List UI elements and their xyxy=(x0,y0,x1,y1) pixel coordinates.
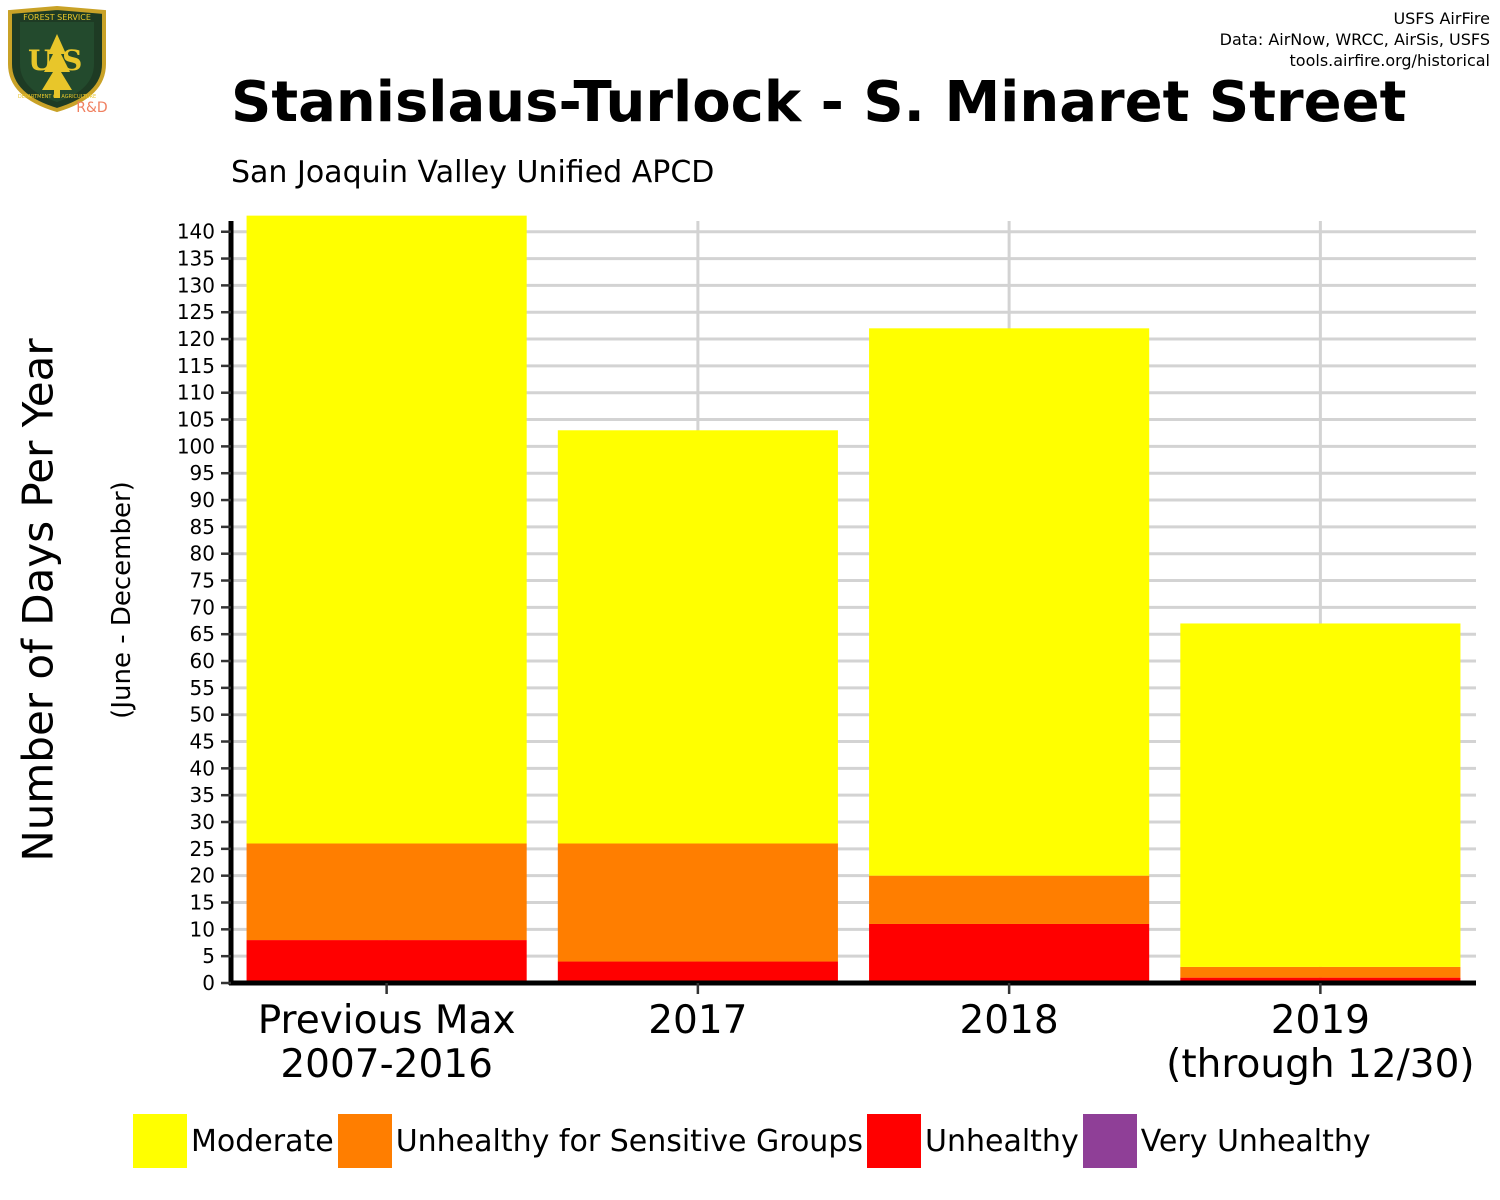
y-tick-label: 55 xyxy=(190,676,215,700)
y-tick-label: 95 xyxy=(190,461,215,485)
legend-label: Unhealthy xyxy=(925,1123,1079,1159)
bar-segment xyxy=(1180,977,1461,983)
y-tick-label: 35 xyxy=(190,783,215,807)
credit-line-2: Data: AirNow, WRCC, AirSis, USFS xyxy=(1219,30,1490,49)
bar-segment xyxy=(1180,623,1461,967)
y-tick-label: 110 xyxy=(177,381,215,405)
legend-swatch xyxy=(337,1114,392,1168)
y-tick-label: 0 xyxy=(202,971,215,995)
x-tick-label: 2017 xyxy=(648,998,747,1043)
bar-segment xyxy=(557,430,838,844)
legend-label: Unhealthy for Sensitive Groups xyxy=(395,1123,863,1159)
bar-segment xyxy=(869,875,1150,924)
legend-item: Unhealthy xyxy=(867,1114,1083,1168)
y-tick-label: 40 xyxy=(190,756,215,780)
legend-swatch xyxy=(867,1114,921,1168)
y-tick-label: 65 xyxy=(190,622,215,646)
bar-segment xyxy=(557,843,838,962)
y-tick-label: 90 xyxy=(190,488,215,512)
y-tick-label: 20 xyxy=(190,864,215,888)
legend-label: Moderate xyxy=(191,1123,334,1159)
y-tick-label: 75 xyxy=(190,569,215,593)
legend-swatch xyxy=(1082,1114,1137,1168)
logo-top-text: FOREST SERVICE xyxy=(23,13,91,22)
legend-item: Unhealthy for Sensitive Groups xyxy=(337,1114,867,1168)
bar-segment xyxy=(246,215,527,844)
x-tick-label: 2007-2016 xyxy=(280,1042,493,1087)
legend-item: Very Unhealthy xyxy=(1082,1114,1375,1168)
x-tick-label: (through 12/30) xyxy=(1166,1042,1474,1087)
usfs-logo: U S FOREST SERVICE DEPARTMENT OF AGRICUL… xyxy=(6,5,108,118)
legend-label: Very Unhealthy xyxy=(1140,1123,1371,1159)
chart-plot: 0510152025303540455055606570758085909510… xyxy=(177,215,1476,1087)
bar-segment xyxy=(246,940,527,983)
y-tick-label: 125 xyxy=(177,300,215,324)
bar-segment xyxy=(246,843,527,941)
x-tick-label: Previous Max xyxy=(258,998,516,1043)
y-tick-label: 50 xyxy=(190,703,215,727)
y-tick-label: 70 xyxy=(190,595,215,619)
y-tick-label: 10 xyxy=(190,917,215,941)
y-tick-label: 100 xyxy=(177,434,215,458)
y-tick-label: 85 xyxy=(190,515,215,539)
logo-letters: U S xyxy=(28,44,82,77)
chart-title: Stanislaus-Turlock - S. Minaret Street xyxy=(231,70,1407,135)
legend: Moderate Unhealthy for Sensitive Groups Un… xyxy=(133,1114,1375,1168)
credits: USFS AirFire Data: AirNow, WRCC, AirSis,… xyxy=(1220,8,1490,71)
y-tick-label: 140 xyxy=(177,220,215,244)
y-tick-label: 130 xyxy=(177,273,215,297)
bar-segment xyxy=(869,923,1150,983)
y-tick-label: 45 xyxy=(190,730,215,754)
y-tick-label: 25 xyxy=(190,837,215,861)
x-tick-label: 2018 xyxy=(959,998,1058,1043)
bar-segment xyxy=(557,961,838,983)
y-tick-label: 120 xyxy=(177,327,215,351)
legend-swatch xyxy=(133,1114,187,1168)
y-tick-label: 5 xyxy=(202,944,215,968)
y-tick-label: 30 xyxy=(190,810,215,834)
logo-tag: R&D xyxy=(76,100,107,114)
y-tick-label: 105 xyxy=(177,408,215,432)
y-tick-label: 60 xyxy=(190,649,215,673)
credit-line-1: USFS AirFire xyxy=(1393,9,1490,28)
legend-item: Moderate xyxy=(133,1114,338,1168)
y-tick-label: 15 xyxy=(190,891,215,915)
y-tick-label: 115 xyxy=(177,354,215,378)
bar-segment xyxy=(869,328,1150,876)
y-tick-label: 80 xyxy=(190,542,215,566)
y-tick-label: 135 xyxy=(177,247,215,271)
x-tick-label: 2019 xyxy=(1271,998,1370,1043)
credit-line-3: tools.airfire.org/historical xyxy=(1289,51,1490,70)
bar-segment xyxy=(1180,966,1461,978)
logo-bottom-text: DEPARTMENT OF AGRICULTURE xyxy=(18,94,96,100)
chart-subtitle: San Joaquin Valley Unified APCD xyxy=(231,155,715,190)
